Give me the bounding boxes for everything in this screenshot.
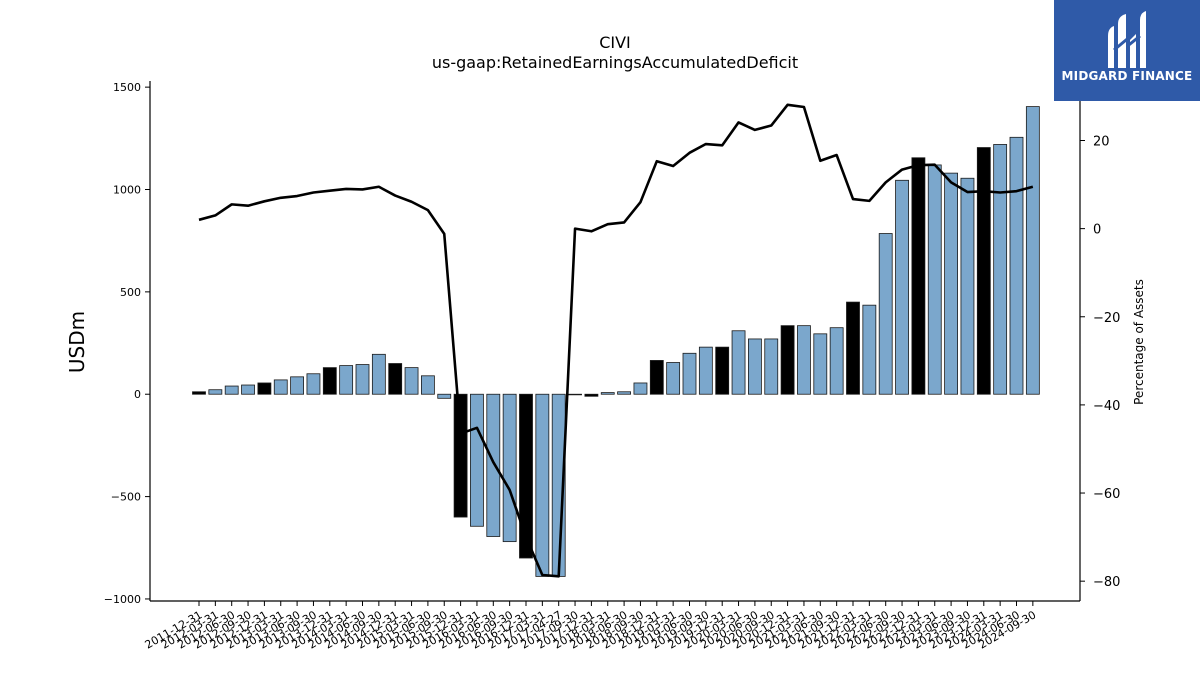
chart-subtitle: us-gaap:RetainedEarningsAccumulatedDefic… bbox=[432, 53, 798, 72]
y-tick-label: 1000 bbox=[113, 184, 141, 197]
bar bbox=[698, 346, 713, 395]
y-tick-label: 1500 bbox=[113, 81, 141, 94]
bar bbox=[470, 393, 484, 527]
bar bbox=[339, 365, 354, 395]
bar bbox=[486, 393, 501, 537]
bar bbox=[715, 346, 730, 395]
bar bbox=[404, 367, 419, 395]
bar bbox=[993, 144, 1008, 395]
bar bbox=[895, 179, 909, 395]
bar bbox=[584, 393, 599, 397]
bar bbox=[420, 375, 435, 395]
brand-logo: MIDGARD FINANCE bbox=[1054, 0, 1200, 101]
bar bbox=[273, 379, 288, 395]
bar bbox=[731, 330, 746, 395]
bar bbox=[257, 382, 272, 395]
bar bbox=[535, 393, 550, 577]
bar bbox=[224, 385, 239, 395]
bar bbox=[633, 382, 648, 395]
bar bbox=[1009, 136, 1024, 395]
bar bbox=[617, 391, 631, 395]
bar bbox=[290, 376, 305, 395]
bar bbox=[322, 367, 337, 395]
y-axis-label: USDm bbox=[65, 311, 89, 373]
bar bbox=[764, 338, 779, 395]
bar bbox=[813, 333, 828, 395]
bar bbox=[682, 352, 697, 395]
bar bbox=[371, 353, 386, 395]
y2-axis-label: Percentage of Assets bbox=[1132, 279, 1146, 405]
bar bbox=[306, 373, 321, 395]
plot-area: −1000−500050010001500−80−60−40−200202011… bbox=[104, 81, 1120, 652]
y2-tick-label: −80 bbox=[1093, 575, 1120, 590]
bar bbox=[502, 393, 517, 543]
bar bbox=[878, 233, 893, 395]
bar bbox=[192, 391, 206, 395]
percentage-line bbox=[198, 103, 1034, 578]
bar bbox=[862, 304, 877, 395]
bar bbox=[911, 157, 926, 395]
chart-title: CIVI bbox=[599, 33, 631, 52]
bar bbox=[600, 392, 615, 395]
bar bbox=[846, 301, 860, 395]
logo-text: MIDGARD FINANCE bbox=[1061, 69, 1193, 83]
y2-tick-label: −20 bbox=[1093, 311, 1120, 326]
bar bbox=[976, 147, 991, 395]
bar bbox=[1025, 106, 1040, 395]
bar bbox=[241, 384, 255, 395]
bar bbox=[960, 177, 975, 395]
bar bbox=[944, 172, 958, 395]
y2-tick-label: −60 bbox=[1093, 487, 1120, 502]
y2-tick-label: 20 bbox=[1093, 134, 1110, 149]
bar bbox=[780, 325, 795, 395]
bar bbox=[519, 393, 533, 559]
bar bbox=[355, 364, 370, 395]
y2-tick-label: −40 bbox=[1093, 399, 1120, 414]
bar bbox=[797, 325, 811, 395]
bar bbox=[453, 393, 468, 518]
y-tick-label: −1000 bbox=[104, 593, 141, 606]
bar bbox=[666, 362, 681, 395]
bar bbox=[927, 164, 942, 395]
y2-tick-label: 0 bbox=[1093, 223, 1101, 238]
bar bbox=[649, 360, 664, 395]
bar bbox=[829, 327, 844, 395]
bar bbox=[388, 363, 403, 395]
y-tick-label: 500 bbox=[120, 286, 141, 299]
bar bbox=[437, 393, 452, 399]
y-tick-label: −500 bbox=[111, 491, 141, 504]
y-tick-label: 0 bbox=[134, 388, 141, 401]
bar bbox=[568, 393, 582, 396]
bar bbox=[208, 389, 223, 395]
logo-mark-icon bbox=[1108, 11, 1146, 68]
bar bbox=[748, 338, 762, 395]
